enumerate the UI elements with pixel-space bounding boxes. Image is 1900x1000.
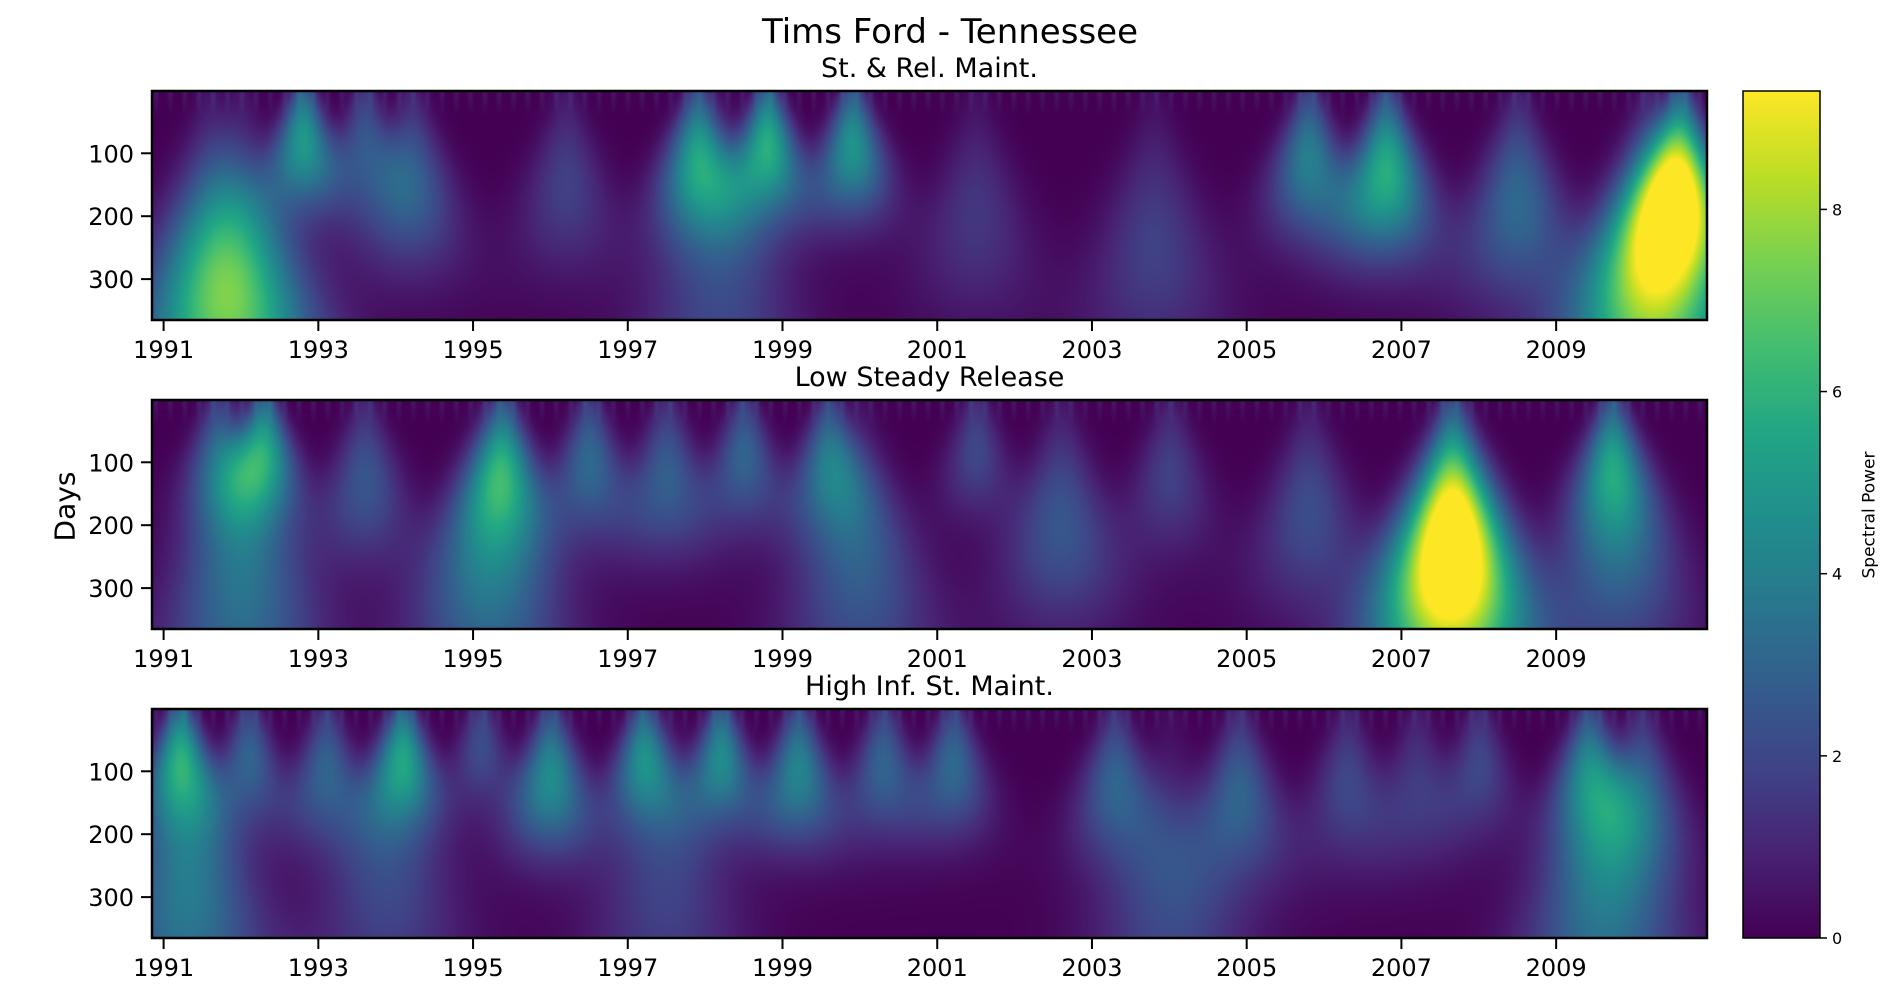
y-tick-label: 100	[88, 449, 134, 477]
x-tick-label: 2001	[907, 336, 968, 364]
heatmap-st-rel-maint	[152, 91, 1707, 320]
x-tick-label: 2009	[1526, 645, 1587, 673]
figure-title: Tims Ford - Tennessee	[762, 12, 1138, 52]
colorbar-frame	[1742, 90, 1821, 939]
x-tick-label: 1993	[288, 336, 349, 364]
x-tick-label: 1997	[597, 336, 658, 364]
x-tick-label: 2001	[907, 954, 968, 982]
x-tick-label: 1995	[443, 336, 504, 364]
y-tick-label: 300	[88, 575, 134, 603]
x-tick-label: 2003	[1061, 954, 1122, 982]
panel-title-3: High Inf. St. Maint.	[805, 671, 1054, 702]
x-tick-label: 1997	[597, 645, 658, 673]
y-tick-label: 100	[88, 758, 134, 786]
x-tick-label: 1991	[133, 645, 194, 673]
panel-frame	[150, 89, 1709, 322]
y-tick-label: 300	[88, 266, 134, 294]
y-tick-label: 200	[88, 512, 134, 540]
x-tick-label: 1993	[288, 954, 349, 982]
x-tick-label: 2003	[1061, 645, 1122, 673]
panel-title-2: Low Steady Release	[794, 362, 1065, 393]
x-tick-label: 1993	[288, 645, 349, 673]
colorbar-tick-label: 8	[1832, 200, 1842, 219]
x-tick-label: 2009	[1526, 336, 1587, 364]
x-tick-label: 1999	[752, 954, 813, 982]
x-tick-label: 1991	[133, 954, 194, 982]
x-tick-label: 2001	[907, 645, 968, 673]
x-tick-label: 1995	[443, 645, 504, 673]
x-tick-label: 2009	[1526, 954, 1587, 982]
colorbar-tick-label: 6	[1832, 383, 1842, 402]
x-tick-label: 2007	[1371, 954, 1432, 982]
panel-frame	[150, 707, 1709, 940]
panel-title-1: St. & Rel. Maint.	[821, 53, 1038, 84]
y-tick-label: 200	[88, 821, 134, 849]
x-tick-label: 2007	[1371, 645, 1432, 673]
heatmap-high-inf-st-maint	[152, 709, 1707, 938]
x-tick-label: 1999	[752, 336, 813, 364]
colorbar-gradient	[1743, 91, 1820, 938]
x-tick-label: 2003	[1061, 336, 1122, 364]
colorbar-tick-label: 4	[1832, 565, 1842, 584]
x-tick-label: 1997	[597, 954, 658, 982]
y-tick-label: 100	[88, 140, 134, 168]
x-tick-label: 1991	[133, 336, 194, 364]
x-tick-label: 2005	[1216, 645, 1277, 673]
x-tick-label: 1995	[443, 954, 504, 982]
x-tick-label: 2005	[1216, 954, 1277, 982]
heatmap-low-steady-release	[152, 400, 1707, 629]
y-tick-label: 200	[88, 203, 134, 231]
panel-frame	[150, 398, 1709, 631]
y-tick-label: 300	[88, 884, 134, 912]
x-tick-label: 1999	[752, 645, 813, 673]
x-tick-label: 2007	[1371, 336, 1432, 364]
colorbar-tick-label: 2	[1832, 747, 1842, 766]
colorbar-tick-label: 0	[1832, 929, 1842, 948]
x-tick-label: 2005	[1216, 336, 1277, 364]
